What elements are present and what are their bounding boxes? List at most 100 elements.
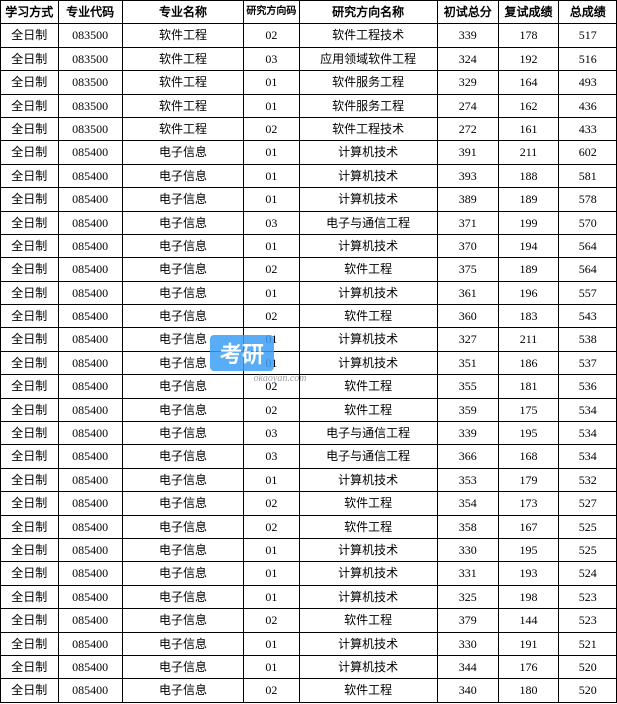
- col-header: 研究方向码: [244, 1, 299, 24]
- table-cell: 196: [498, 281, 559, 304]
- table-cell: 计算机技术: [299, 538, 437, 561]
- table-row: 全日制085400电子信息01计算机技术327211538: [1, 328, 617, 351]
- table-cell: 电子信息: [122, 538, 244, 561]
- table-cell: 01: [244, 71, 299, 94]
- table-cell: 366: [437, 445, 498, 468]
- table-cell: 191: [498, 632, 559, 655]
- table-row: 全日制085400电子信息03电子与通信工程371199570: [1, 211, 617, 234]
- table-cell: 电子信息: [122, 515, 244, 538]
- table-cell: 331: [437, 562, 498, 585]
- table-row: 全日制085400电子信息01计算机技术391211602: [1, 141, 617, 164]
- table-cell: 085400: [58, 328, 122, 351]
- table-cell: 电子信息: [122, 234, 244, 257]
- table-cell: 电子信息: [122, 609, 244, 632]
- table-cell: 计算机技术: [299, 141, 437, 164]
- table-cell: 085400: [58, 422, 122, 445]
- table-cell: 195: [498, 538, 559, 561]
- table-cell: 计算机技术: [299, 585, 437, 608]
- table-cell: 计算机技术: [299, 234, 437, 257]
- table-cell: 全日制: [1, 305, 59, 328]
- table-cell: 计算机技术: [299, 655, 437, 678]
- table-cell: 085400: [58, 562, 122, 585]
- table-cell: 电子信息: [122, 492, 244, 515]
- table-cell: 01: [244, 655, 299, 678]
- table-cell: 全日制: [1, 71, 59, 94]
- table-cell: 173: [498, 492, 559, 515]
- table-cell: 351: [437, 351, 498, 374]
- table-row: 全日制085400电子信息02软件工程354173527: [1, 492, 617, 515]
- col-header: 专业名称: [122, 1, 244, 24]
- table-cell: 523: [559, 585, 617, 608]
- table-cell: 电子信息: [122, 585, 244, 608]
- table-header-row: 学习方式专业代码专业名称研究方向码研究方向名称初试总分复试成绩总成绩: [1, 1, 617, 24]
- table-cell: 564: [559, 234, 617, 257]
- table-cell: 电子与通信工程: [299, 211, 437, 234]
- table-row: 全日制085400电子信息01计算机技术389189578: [1, 188, 617, 211]
- table-cell: 085400: [58, 398, 122, 421]
- table-cell: 085400: [58, 375, 122, 398]
- table-cell: 计算机技术: [299, 164, 437, 187]
- table-cell: 198: [498, 585, 559, 608]
- table-cell: 01: [244, 281, 299, 304]
- table-cell: 全日制: [1, 24, 59, 47]
- table-cell: 01: [244, 164, 299, 187]
- table-cell: 570: [559, 211, 617, 234]
- table-cell: 全日制: [1, 515, 59, 538]
- table-cell: 339: [437, 422, 498, 445]
- table-cell: 02: [244, 305, 299, 328]
- table-cell: 527: [559, 492, 617, 515]
- table-cell: 085400: [58, 445, 122, 468]
- table-cell: 电子信息: [122, 422, 244, 445]
- table-cell: 534: [559, 445, 617, 468]
- table-cell: 393: [437, 164, 498, 187]
- table-cell: 339: [437, 24, 498, 47]
- table-cell: 161: [498, 117, 559, 140]
- table-cell: 493: [559, 71, 617, 94]
- table-cell: 355: [437, 375, 498, 398]
- table-cell: 532: [559, 468, 617, 491]
- table-cell: 02: [244, 679, 299, 702]
- table-cell: 330: [437, 632, 498, 655]
- table-cell: 电子信息: [122, 468, 244, 491]
- table-cell: 192: [498, 47, 559, 70]
- table-cell: 电子与通信工程: [299, 445, 437, 468]
- table-cell: 525: [559, 515, 617, 538]
- table-row: 全日制085400电子信息01计算机技术330191521: [1, 632, 617, 655]
- table-cell: 01: [244, 562, 299, 585]
- table-cell: 358: [437, 515, 498, 538]
- table-cell: 344: [437, 655, 498, 678]
- table-cell: 329: [437, 71, 498, 94]
- table-row: 全日制085400电子信息01计算机技术353179532: [1, 468, 617, 491]
- table-cell: 085400: [58, 585, 122, 608]
- table-cell: 361: [437, 281, 498, 304]
- table-cell: 274: [437, 94, 498, 117]
- table-cell: 02: [244, 398, 299, 421]
- table-cell: 计算机技术: [299, 632, 437, 655]
- table-cell: 全日制: [1, 538, 59, 561]
- table-cell: 085400: [58, 492, 122, 515]
- table-cell: 计算机技术: [299, 281, 437, 304]
- table-cell: 179: [498, 468, 559, 491]
- table-cell: 01: [244, 94, 299, 117]
- table-cell: 578: [559, 188, 617, 211]
- table-cell: 353: [437, 468, 498, 491]
- table-cell: 433: [559, 117, 617, 140]
- table-cell: 211: [498, 141, 559, 164]
- table-cell: 电子信息: [122, 141, 244, 164]
- table-cell: 软件工程: [299, 492, 437, 515]
- table-cell: 全日制: [1, 281, 59, 304]
- table-cell: 全日制: [1, 679, 59, 702]
- table-cell: 085400: [58, 281, 122, 304]
- table-cell: 软件工程: [299, 679, 437, 702]
- table-cell: 03: [244, 211, 299, 234]
- table-cell: 电子信息: [122, 375, 244, 398]
- table-row: 全日制083500软件工程01软件服务工程274162436: [1, 94, 617, 117]
- table-row: 全日制083500软件工程03应用领域软件工程324192516: [1, 47, 617, 70]
- table-cell: 01: [244, 328, 299, 351]
- table-cell: 581: [559, 164, 617, 187]
- table-cell: 03: [244, 422, 299, 445]
- table-cell: 全日制: [1, 258, 59, 281]
- table-row: 全日制085400电子信息02软件工程379144523: [1, 609, 617, 632]
- table-row: 全日制085400电子信息02软件工程358167525: [1, 515, 617, 538]
- table-cell: 085400: [58, 141, 122, 164]
